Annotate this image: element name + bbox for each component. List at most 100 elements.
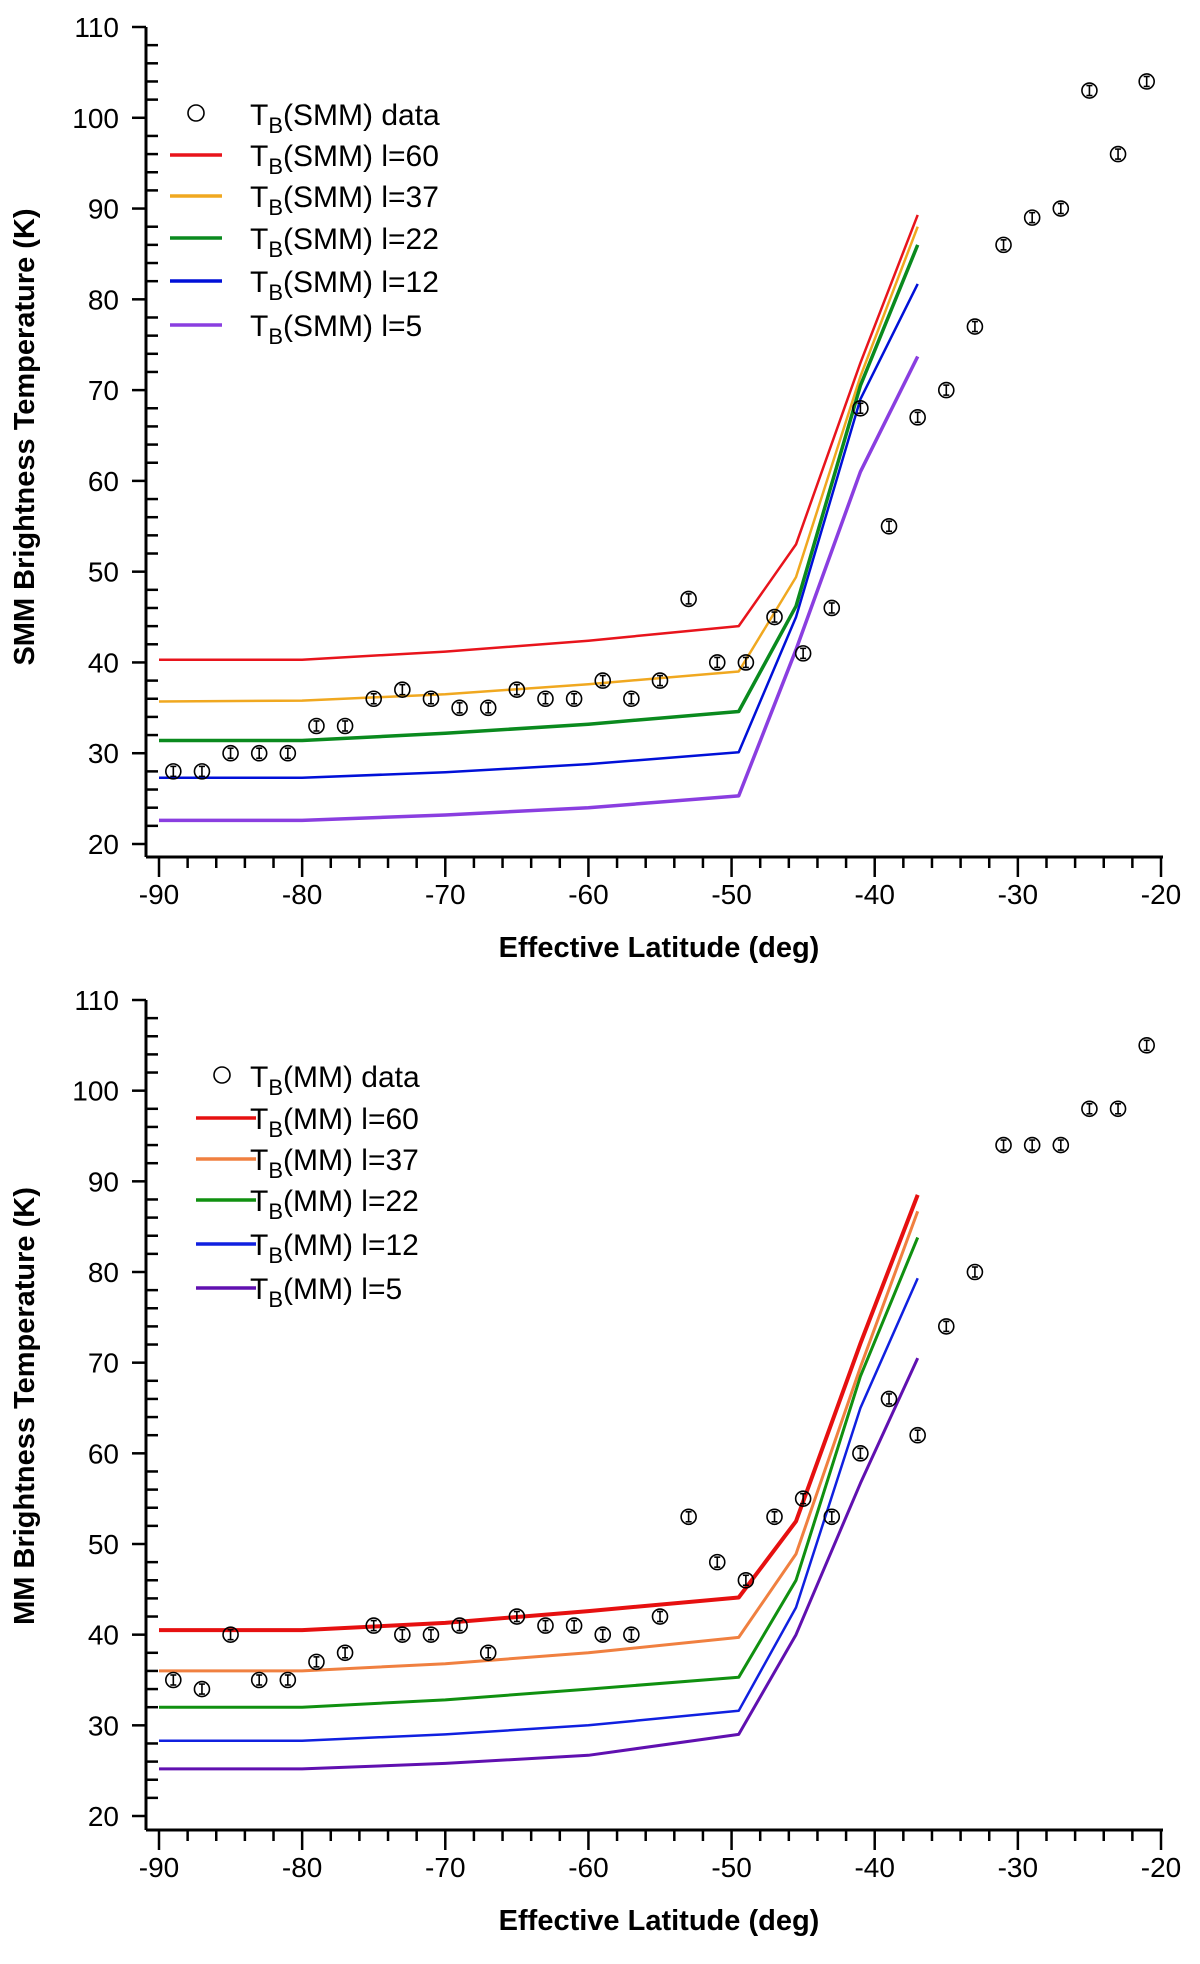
- x-tick-label: -50: [711, 879, 751, 910]
- data-point-marker: [308, 1653, 325, 1671]
- data-point: [766, 1508, 783, 1526]
- data-point-marker: [336, 717, 354, 735]
- data-point-marker: [394, 681, 411, 698]
- legend-label-sub: B: [268, 280, 283, 305]
- data-point-marker: [794, 645, 812, 662]
- x-tick-label: -40: [854, 1852, 894, 1883]
- data-point: [766, 608, 783, 626]
- data-point: [193, 1680, 211, 1698]
- legend-label-rest: (SMM) l=37: [283, 181, 439, 214]
- y-tick-label: 40: [88, 1620, 119, 1651]
- data-point: [1138, 73, 1155, 90]
- data-point: [1052, 1136, 1070, 1154]
- legend-label: TB(SMM) l=60: [250, 140, 439, 179]
- y-tick-label: 60: [88, 1438, 119, 1469]
- data-point-marker: [222, 1626, 239, 1643]
- legend-label-rest: (SMM) l=12: [283, 266, 439, 299]
- model-line-2: [158, 226, 919, 703]
- legend-label: TB(SMM) l=5: [250, 310, 422, 349]
- legend-label-rest: (SMM) data: [283, 99, 440, 132]
- model-line-1: [159, 214, 919, 661]
- y-tick-label: 90: [88, 194, 119, 225]
- data-point: [966, 318, 984, 335]
- data-point-marker: [508, 681, 526, 698]
- data-point-marker: [737, 1571, 755, 1589]
- data-point-marker: [937, 1318, 955, 1335]
- model-line-4: [159, 1277, 919, 1742]
- data-point-marker: [623, 690, 640, 708]
- data-point-marker: [1052, 1136, 1070, 1154]
- data-point-marker: [250, 1671, 268, 1689]
- data-point: [737, 654, 755, 671]
- data-point: [537, 1617, 554, 1634]
- y-tick-label: 70: [88, 1348, 119, 1379]
- data-point: [508, 1608, 526, 1625]
- legend-label: TB(MM) l=22: [250, 1185, 419, 1224]
- data-point: [823, 1508, 841, 1526]
- data-point: [909, 1426, 926, 1444]
- data-point-marker: [193, 1680, 211, 1698]
- x-tick-label: -30: [998, 879, 1038, 910]
- data-point: [193, 763, 211, 780]
- data-point: [365, 1617, 383, 1634]
- x-axis-label: Effective Latitude (deg): [499, 932, 820, 964]
- data-point-marker: [880, 517, 898, 535]
- legend-label-sub: B: [268, 1199, 283, 1224]
- model-line-3: [159, 244, 920, 743]
- data-point-marker: [680, 590, 697, 608]
- data-point-marker: [422, 1626, 440, 1643]
- data-point: [1109, 1100, 1127, 1118]
- y-tick-label: 80: [88, 284, 119, 315]
- data-point: [451, 1617, 468, 1634]
- data-point: [565, 690, 583, 708]
- data-point: [937, 1318, 955, 1335]
- legend-label-sub: B: [268, 1075, 283, 1100]
- data-point-marker: [909, 409, 926, 426]
- legend-label-rest: (MM) l=37: [283, 1144, 419, 1177]
- data-point: [394, 1626, 411, 1643]
- y-tick-label: 30: [88, 738, 119, 769]
- data-point: [250, 1671, 268, 1689]
- data-point-marker: [565, 690, 583, 708]
- data-point: [1138, 1037, 1155, 1054]
- data-point-marker: [937, 381, 955, 399]
- data-point: [1109, 145, 1127, 163]
- data-point-marker: [880, 1390, 898, 1408]
- data-point: [308, 1653, 325, 1671]
- legend-label-rest: (SMM) l=60: [283, 140, 439, 173]
- data-point: [1052, 200, 1070, 217]
- data-point-marker: [823, 1508, 841, 1526]
- legend-marker-data: [213, 1066, 231, 1084]
- chart-2: 20 30 40 50 60 70 80 90 100 110 -90 -80 -70 -60 -50 -40…: [9, 985, 1181, 1937]
- legend-label-sub: B: [268, 237, 283, 262]
- x-tick-label: -20: [1141, 1852, 1181, 1883]
- data-point: [479, 1644, 497, 1662]
- data-point-marker: [966, 318, 984, 335]
- data-point-marker: [1023, 209, 1041, 226]
- data-point: [451, 699, 468, 717]
- data-point-marker: [508, 1608, 526, 1625]
- data-point: [336, 1644, 354, 1662]
- data-point-marker: [365, 690, 383, 708]
- data-point-marker: [279, 1671, 297, 1689]
- data-point: [222, 1626, 239, 1643]
- data-point: [937, 381, 955, 399]
- data-point-marker: [794, 1490, 812, 1507]
- legend-label: TB(MM) l=60: [250, 1103, 419, 1142]
- y-tick-label: 80: [88, 1257, 119, 1288]
- y-tick-label: 50: [88, 1529, 119, 1560]
- y-axis-label: MM Brightness Temperature (K): [9, 1187, 41, 1625]
- data-point-marker: [852, 399, 869, 417]
- data-point: [565, 1617, 583, 1634]
- data-point-marker: [537, 690, 554, 708]
- legend-label-t: T: [250, 1103, 268, 1136]
- data-point: [651, 672, 669, 689]
- x-tick-label: -50: [711, 1852, 751, 1883]
- data-point-marker: [336, 1644, 354, 1662]
- x-tick-label: -80: [282, 1852, 322, 1883]
- legend-label-sub: B: [268, 1243, 283, 1268]
- data-point: [623, 690, 640, 708]
- data-point: [165, 763, 182, 780]
